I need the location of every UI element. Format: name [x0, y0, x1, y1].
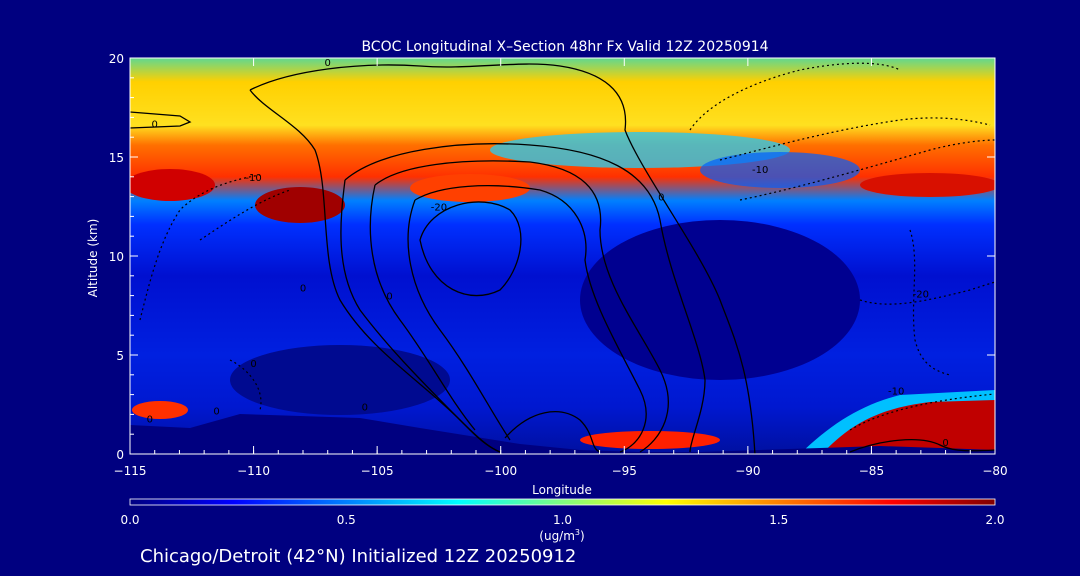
colorbar-frame — [129, 498, 996, 506]
contour-label: 0 — [147, 414, 153, 425]
chart-title: BCOC Longitudinal X–Section 48hr Fx Vali… — [361, 39, 768, 55]
surface-plume-right — [820, 398, 995, 454]
stratosphere-cyan-patch — [490, 132, 790, 168]
colorbar-tick-label: 0.0 — [120, 513, 139, 527]
colorbar-tick-label: 0.5 — [337, 513, 356, 527]
colorbar-tick-label: 1.0 — [553, 513, 572, 527]
x-tick-label: −90 — [735, 464, 760, 478]
x-tick-label: −100 — [484, 464, 517, 478]
contour-label: 0 — [942, 438, 948, 449]
y-axis: 0 5 10 15 20 — [109, 52, 995, 462]
y-tick-label: 0 — [116, 448, 124, 462]
x-tick-label: −115 — [114, 464, 147, 478]
contour-label: 0 — [213, 406, 219, 417]
contour-label: -10 — [888, 387, 904, 398]
y-axis-label: Altitude (km) — [86, 219, 100, 298]
x-tick-label: −105 — [361, 464, 394, 478]
colorbar-label-end: ) — [580, 529, 585, 543]
stratosphere-blue-patch — [700, 152, 860, 188]
colorbar-gradient — [130, 499, 995, 505]
contour-label: 0 — [325, 58, 331, 69]
contour-label: 0 — [152, 119, 158, 130]
contour-label: 0 — [300, 284, 306, 295]
terrain — [130, 414, 995, 454]
x-axis-label: Longitude — [532, 483, 592, 497]
contour-label: 0 — [386, 292, 392, 303]
contour-label: -10 — [245, 173, 261, 184]
colorbar-label-sup: 3 — [575, 528, 580, 537]
colorbar-label: (ug/m3) — [539, 528, 584, 543]
x-tick-label: −85 — [859, 464, 884, 478]
contour-label: -10 — [752, 165, 768, 176]
colorbar-label-main: (ug/m — [539, 529, 575, 543]
y-tick-label: 5 — [116, 349, 124, 363]
x-tick-label: −80 — [982, 464, 1007, 478]
contour-label: 0 — [362, 402, 368, 413]
y-tick-label: 10 — [109, 250, 124, 264]
x-axis: −115 −110 −105 −100 −95 −90 −85 −80 — [114, 58, 1008, 478]
colorbar-tick-label: 2.0 — [985, 513, 1004, 527]
x-tick-label: −95 — [612, 464, 637, 478]
colorbar: 0.0 0.5 1.0 1.5 2.0 (ug/m3) — [120, 498, 1005, 543]
plot-area: 0 0 -10 -20 0 -10 -20 -10 0 0 0 0 0 0 0 — [130, 58, 995, 454]
solid-contours — [130, 63, 995, 454]
colorbar-ticks: 0.0 0.5 1.0 1.5 2.0 — [120, 513, 1004, 527]
contour-label: 0 — [658, 193, 664, 204]
footer-caption: Chicago/Detroit (42°N) Initialized 12Z 2… — [140, 546, 576, 567]
contour-label: -20 — [913, 290, 929, 301]
max-right — [860, 173, 995, 197]
y-tick-label: 20 — [109, 52, 124, 66]
contour-label: 0 — [250, 359, 256, 370]
dotted-contours — [139, 62, 995, 431]
colorbar-tick-label: 1.5 — [769, 513, 788, 527]
max-left-edge — [130, 169, 215, 201]
x-tick-label: −110 — [237, 464, 270, 478]
dark-core-left — [230, 345, 450, 415]
max-center — [410, 174, 530, 202]
surface-plume-center — [580, 431, 720, 449]
max-left — [255, 187, 345, 223]
contour-labels: 0 0 -10 -20 0 -10 -20 -10 0 0 0 0 0 0 0 — [147, 58, 949, 449]
surface-plume-left — [132, 401, 188, 419]
y-tick-label: 15 — [109, 151, 124, 165]
contour-label: -20 — [431, 202, 447, 213]
